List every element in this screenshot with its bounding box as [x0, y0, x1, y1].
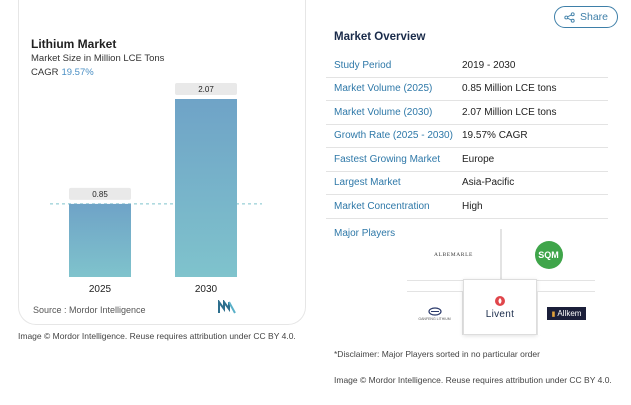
livent-flame-icon: [495, 295, 505, 306]
chart-title: Lithium Market: [31, 37, 117, 51]
overview-title: Market Overview: [334, 31, 426, 43]
bar-2030: [175, 99, 237, 277]
cagr-line: CAGR 19.57%: [31, 67, 94, 78]
share-button[interactable]: Share: [554, 6, 618, 28]
livent-logo-text: Livent: [485, 308, 515, 320]
major-players-logos: ALBEMARLE SQM GANFENG LITHIUM Livent ▮ A…: [407, 229, 595, 335]
category-label-2030: 2030: [195, 284, 218, 295]
cagr-label: CAGR: [31, 67, 59, 78]
sqm-logo[interactable]: SQM: [501, 229, 595, 281]
albemarle-logo[interactable]: ALBEMARLE: [407, 229, 501, 281]
bar-2025: [69, 203, 131, 277]
overview-value: 2019 - 2030: [462, 59, 516, 71]
overview-value: 19.57% CAGR: [462, 130, 528, 142]
overview-row-fastest-growing: Fastest Growing Market Europe: [326, 148, 608, 172]
share-label: Share: [579, 11, 609, 23]
allkem-logo[interactable]: ▮ Allkem: [537, 291, 595, 335]
mordor-logo-icon: [218, 300, 236, 314]
overview-key[interactable]: Growth Rate (2025 - 2030): [334, 130, 453, 142]
overview-row-largest-market: Largest Market Asia-Pacific: [326, 172, 608, 195]
overview-value: High: [462, 200, 483, 212]
image-credit-left: Image © Mordor Intelligence. Reuse requi…: [18, 331, 296, 341]
chart-subtitle: Market Size in Million LCE Tons: [31, 53, 165, 64]
value-label-bg-2030: [175, 83, 237, 95]
overview-table: Study Period 2019 - 2030 Market Volume (…: [326, 54, 608, 219]
value-label-bg-2025: [69, 187, 131, 200]
overview-row-volume-2025: Market Volume (2025) 0.85 Million LCE to…: [326, 78, 608, 101]
ganfeng-logo-text: GANFENG LITHIUM: [418, 316, 451, 321]
overview-row-growth-rate: Growth Rate (2025 - 2030) 19.57% CAGR: [326, 125, 608, 148]
allkem-logo-mark: ▮ Allkem: [546, 307, 587, 320]
value-label-2030: 2.07: [198, 85, 214, 94]
category-label-2025: 2025: [89, 284, 112, 295]
overview-key[interactable]: Market Volume (2025): [334, 83, 433, 95]
overview-row-study-period: Study Period 2019 - 2030: [326, 54, 608, 78]
chart-source: Source : Mordor Intelligence: [33, 305, 146, 315]
bars-layer: 0.85 2025 2.07 2030: [50, 83, 262, 295]
ganfeng-emblem-icon: [427, 306, 442, 316]
image-credit-right: Image © Mordor Intelligence. Reuse requi…: [334, 375, 612, 385]
overview-key[interactable]: Fastest Growing Market: [334, 153, 441, 165]
albemarle-logo-text: ALBEMARLE: [433, 251, 473, 258]
overview-value: 2.07 Million LCE tons: [462, 106, 557, 118]
livent-logo[interactable]: Livent: [463, 279, 537, 335]
disclaimer: *Disclaimer: Major Players sorted in no …: [334, 349, 540, 359]
share-icon: [564, 11, 575, 23]
ganfeng-logo-mark: GANFENG LITHIUM: [418, 306, 451, 321]
allkem-accent-icon: ▮: [551, 310, 556, 318]
value-label-2025: 0.85: [92, 190, 108, 199]
overview-key[interactable]: Market Concentration: [334, 200, 430, 212]
overview-key[interactable]: Market Volume (2030): [334, 106, 433, 118]
cagr-value: 19.57%: [61, 67, 94, 78]
sqm-logo-badge: SQM: [534, 240, 563, 269]
overview-value: 0.85 Million LCE tons: [462, 83, 557, 95]
overview-row-concentration: Market Concentration High: [326, 195, 608, 219]
allkem-logo-text: Allkem: [557, 309, 582, 318]
overview-value: Asia-Pacific: [462, 177, 515, 189]
ganfeng-logo[interactable]: GANFENG LITHIUM: [407, 291, 463, 335]
overview-row-volume-2030: Market Volume (2030) 2.07 Million LCE to…: [326, 101, 608, 125]
livent-logo-mark: Livent: [486, 295, 515, 320]
major-players-link[interactable]: Major Players: [334, 228, 396, 239]
overview-value: Europe: [462, 153, 495, 165]
market-snapshot-card: [18, 0, 306, 325]
overview-key[interactable]: Study Period: [334, 59, 392, 71]
overview-key[interactable]: Largest Market: [334, 177, 401, 189]
